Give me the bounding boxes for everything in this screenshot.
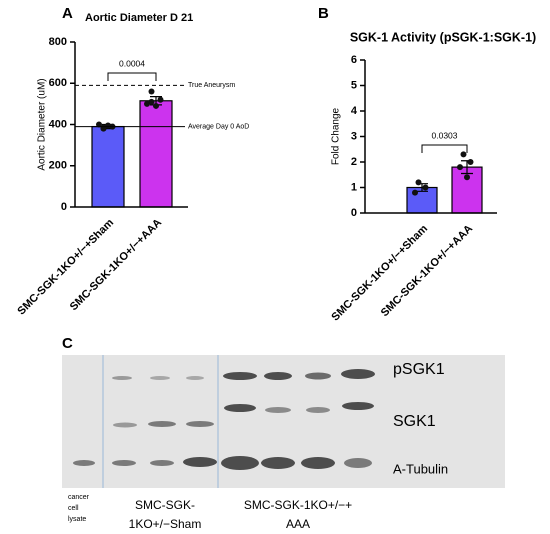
data-point: [148, 88, 155, 95]
y-tick-label: 2: [351, 156, 357, 168]
y-tick-label: 5: [351, 79, 357, 91]
p-value: 0.0004: [119, 58, 145, 68]
y-axis-label: Aortic Diameter (uM): [37, 78, 48, 170]
y-tick-label: 200: [49, 160, 67, 172]
chart-title: SGK-1 Activity (pSGK-1:SGK-1): [350, 30, 536, 44]
data-point: [96, 121, 102, 128]
data-point: [153, 102, 159, 109]
blot-row-label: pSGK1: [393, 361, 445, 378]
y-tick-label: 1: [351, 181, 357, 193]
blot-row-label: A-Tubulin: [393, 461, 448, 476]
blot-image: [62, 355, 505, 488]
blot-group-label: 1KO+/−Sham: [129, 517, 202, 531]
y-tick-label: 4: [351, 105, 358, 117]
y-tick-label: 800: [49, 36, 67, 48]
y-tick-label: 0: [351, 207, 357, 219]
data-point: [412, 189, 418, 196]
x-tick-label: SMC-SGK-1KO+/−+Sham: [15, 217, 116, 318]
y-tick-label: 6: [351, 54, 357, 66]
data-point: [100, 124, 107, 131]
bar: [91, 125, 125, 208]
y-tick-label: 0: [61, 201, 67, 213]
blot-group-label: SMC-SGK-1KO+/−+: [244, 498, 352, 512]
data-point: [148, 98, 155, 105]
x-tick-label: SMC-SGK-1KO+/−+AAA: [379, 223, 475, 319]
bar: [139, 100, 173, 208]
data-point: [457, 164, 463, 171]
blot-group-label: cancer: [68, 494, 90, 501]
blot-group-label: AAA: [286, 517, 310, 531]
y-tick-label: 600: [49, 77, 67, 89]
y-tick-label: 3: [351, 130, 357, 142]
y-tick-label: 400: [49, 118, 67, 130]
reference-label: True Aneurysm: [188, 82, 235, 89]
panel-label: B: [318, 5, 329, 22]
blot-group-label: lysate: [68, 516, 86, 523]
data-point: [157, 96, 164, 103]
blot-group-label: SMC-SGK-: [135, 498, 195, 512]
panel-label: A: [62, 5, 73, 22]
significance-bracket: [421, 144, 468, 153]
data-point: [422, 184, 429, 191]
reference-label: Average Day 0 AoD: [188, 123, 249, 130]
blot-group-label: cell: [68, 505, 79, 512]
data-point: [415, 179, 422, 186]
chart-title: Aortic Diameter D 21: [85, 12, 193, 24]
panel-label: C: [62, 335, 73, 352]
blot-row-label: SGK1: [393, 413, 436, 430]
y-axis-label: Fold Change: [331, 107, 342, 165]
significance-bracket: [107, 72, 157, 81]
data-point: [144, 100, 150, 107]
p-value: 0.0303: [432, 130, 458, 140]
x-tick-label: SMC-SGK-1KO+/−+AAA: [68, 217, 164, 313]
data-point: [467, 159, 474, 165]
data-point: [460, 151, 467, 158]
data-point: [464, 174, 470, 181]
